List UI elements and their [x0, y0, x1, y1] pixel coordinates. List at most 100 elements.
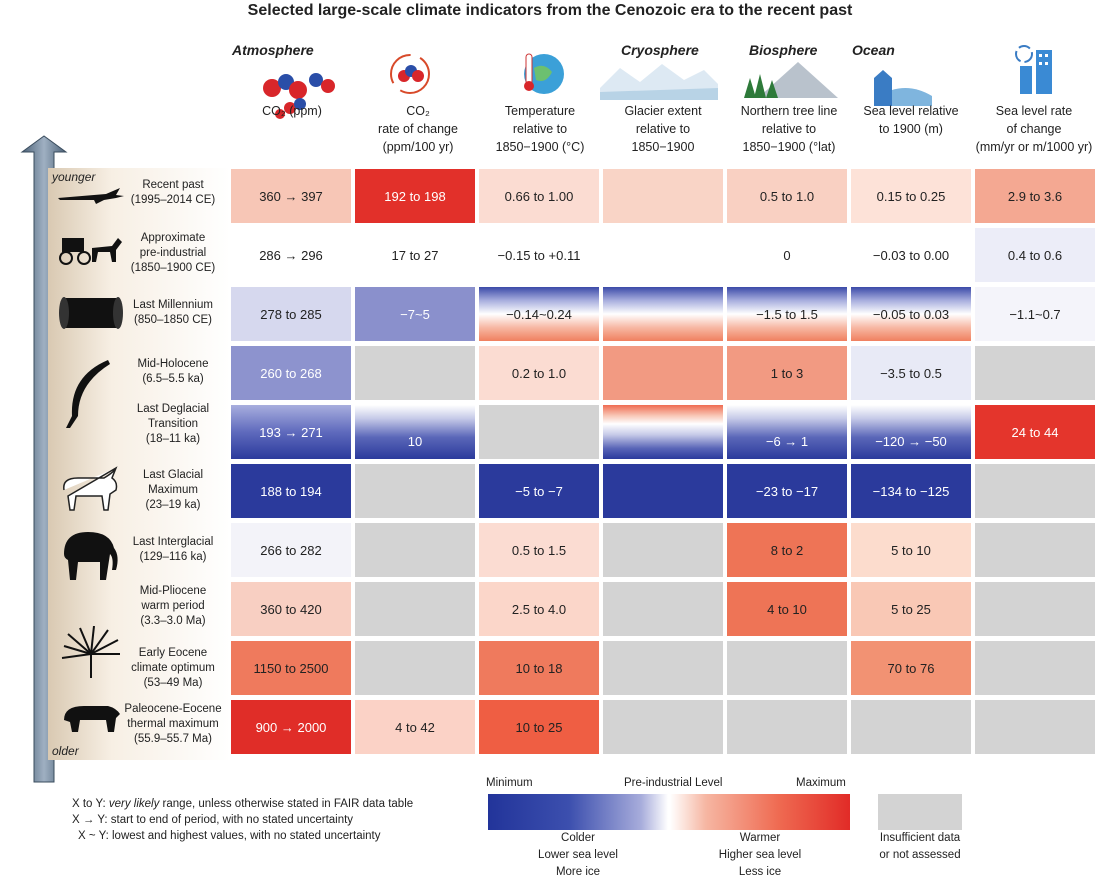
- timeline-strip: [48, 168, 230, 760]
- cell-co2-rate: [355, 523, 475, 577]
- cell-sea-level-rate: −1.1~0.7: [975, 287, 1095, 341]
- cell-co2: 188 to 194: [231, 464, 351, 518]
- cell-sea-level: −0.03 to 0.00: [851, 228, 971, 282]
- cell-tree-line: [727, 641, 847, 695]
- cell-value: 360 → 397: [259, 188, 323, 204]
- cell-value: −5 to −7: [515, 483, 563, 499]
- cell-tree-line: [727, 700, 847, 754]
- legend-maximum-label: Maximum: [796, 777, 846, 789]
- cell-value: 278 to 285: [260, 306, 322, 322]
- column-header-sea-level-rate: Sea level rate of change (mm/yr or m/1000 …: [975, 104, 1093, 154]
- cell-value: −1.5 to 1.5: [756, 306, 818, 322]
- cell-sea-level: [851, 700, 971, 754]
- key-start-end: X → Y: start to end of period, with no s…: [72, 814, 354, 826]
- cell-co2-rate: [355, 346, 475, 400]
- cell-value: −23 to −17: [755, 483, 819, 499]
- period-label: Last Millennium (850–1850 CE): [133, 299, 213, 326]
- cell-glacier: [603, 228, 723, 282]
- period-label: Mid-Pliocene warm period (3.3–3.0 Ma): [139, 585, 207, 627]
- category-ocean: Ocean: [852, 42, 895, 58]
- column-header-co2: CO₂ (ppm): [262, 104, 322, 118]
- cell-glacier: [603, 582, 723, 636]
- cell-value: 10: [407, 434, 423, 449]
- cell-value: −3.5 to 0.5: [880, 365, 942, 381]
- cell-value: 24 to 44: [1011, 424, 1059, 440]
- legend-insufficient-swatch: [878, 794, 962, 830]
- palm-icon: [61, 626, 120, 678]
- key-lowest-highest: X ~ Y: lowest and highest values, with n…: [78, 830, 381, 842]
- cell-co2: 1150 to 2500: [231, 641, 351, 695]
- cell-glacier: [603, 641, 723, 695]
- cell-value: −0.15 to +0.11: [497, 247, 581, 263]
- cell-sea-level-rate: 0.4 to 0.6: [975, 228, 1095, 282]
- cell-value: 286 → 296: [259, 247, 323, 263]
- cell-value: 4 to 42: [395, 719, 435, 735]
- column-header-temperature: Temperature relative to 1850−1900 (°C): [495, 104, 585, 154]
- period-label: Approximate pre-industrial (1850–1900 CE): [130, 232, 216, 274]
- co2-molecules-icon: [263, 73, 335, 119]
- cell-temperature: 0.5 to 1.5: [479, 523, 599, 577]
- thermometer-globe-icon: [524, 53, 564, 94]
- cell-sea-level-rate: [975, 641, 1095, 695]
- cell-value: 10 to 25: [515, 719, 563, 735]
- cell-value: −1.1~0.7: [1009, 306, 1061, 322]
- cell-co2-rate: 4 to 42: [355, 700, 475, 754]
- axis-younger-label: younger: [52, 170, 96, 184]
- legend-insufficient-text: Insufficient data or not assessed: [879, 832, 961, 861]
- cell-tree-line: 0: [727, 228, 847, 282]
- cell-tree-line: 0.5 to 1.0: [727, 169, 847, 223]
- cell-co2: 278 to 285: [231, 287, 351, 341]
- cell-sea-level-rate: [975, 700, 1095, 754]
- cell-value: −0.05 to 0.03: [872, 306, 950, 322]
- cell-co2: 193 → 271: [231, 405, 351, 459]
- cell-sea-level: −3.5 to 0.5: [851, 346, 971, 400]
- cell-sea-level: 0.15 to 0.25: [851, 169, 971, 223]
- column-header-co2-rate: CO₂ rate of change (ppm/100 yr): [378, 104, 458, 154]
- cell-co2-rate: [355, 641, 475, 695]
- cell-value: 8 to 2: [770, 542, 804, 558]
- cell-sea-level: 5 to 10: [851, 523, 971, 577]
- cell-co2: 286 → 296: [231, 228, 351, 282]
- sea-level-rate-icon: [1015, 45, 1052, 94]
- cell-temperature: −5 to −7: [479, 464, 599, 518]
- cell-tree-line: −1.5 to 1.5: [727, 287, 847, 341]
- figure-title: Selected large-scale climate indicators …: [247, 2, 853, 19]
- cell-tree-line: −23 to −17: [727, 464, 847, 518]
- scroll-icon: [59, 297, 123, 329]
- sickle-icon: [66, 360, 110, 428]
- cell-value: −6 → 1: [765, 434, 809, 449]
- cell-sea-level-rate: 24 to 44: [975, 405, 1095, 459]
- cell-value: −7~5: [400, 306, 430, 322]
- cell-value: 0.2 to 1.0: [511, 365, 567, 381]
- mammoth-icon: [64, 532, 118, 580]
- cell-sea-level: −0.05 to 0.03: [851, 287, 971, 341]
- cell-value: 0: [783, 247, 791, 263]
- cell-sea-level: 70 to 76: [851, 641, 971, 695]
- cell-co2: 360 to 420: [231, 582, 351, 636]
- cell-tree-line: 4 to 10: [727, 582, 847, 636]
- cell-temperature: −0.14~0.24: [479, 287, 599, 341]
- cell-co2-rate: 192 to 198: [355, 169, 475, 223]
- cell-value: 266 to 282: [260, 542, 322, 558]
- period-label: Recent past (1995–2014 CE): [130, 179, 216, 206]
- cell-glacier: [603, 346, 723, 400]
- legend-preindustrial-label: Pre-industrial Level: [624, 777, 723, 789]
- column-header-glacier: Glacier extent relative to 1850−1900: [624, 104, 702, 154]
- category-biosphere: Biosphere: [749, 42, 818, 58]
- cave-aurochs-icon: [63, 466, 118, 511]
- cell-co2-rate: −7~5: [355, 287, 475, 341]
- cell-value: 0.15 to 0.25: [876, 188, 946, 204]
- cell-value: 0.5 to 1.0: [759, 188, 815, 204]
- column-header-sea-level: Sea level relative to 1900 (m): [863, 104, 959, 136]
- cell-value: 2.5 to 4.0: [511, 601, 567, 617]
- cell-temperature: [479, 405, 599, 459]
- legend-warm-bar: [670, 794, 850, 830]
- cell-co2: 360 → 397: [231, 169, 351, 223]
- cell-value: −120 → −50: [875, 434, 947, 449]
- cell-temperature: 0.2 to 1.0: [479, 346, 599, 400]
- cell-value: 1 to 3: [770, 365, 804, 381]
- cell-temperature: 10 to 18: [479, 641, 599, 695]
- category-atmosphere: Atmosphere: [232, 42, 314, 58]
- legend-cold-bar: [488, 794, 668, 830]
- cell-value: 5 to 25: [891, 601, 931, 617]
